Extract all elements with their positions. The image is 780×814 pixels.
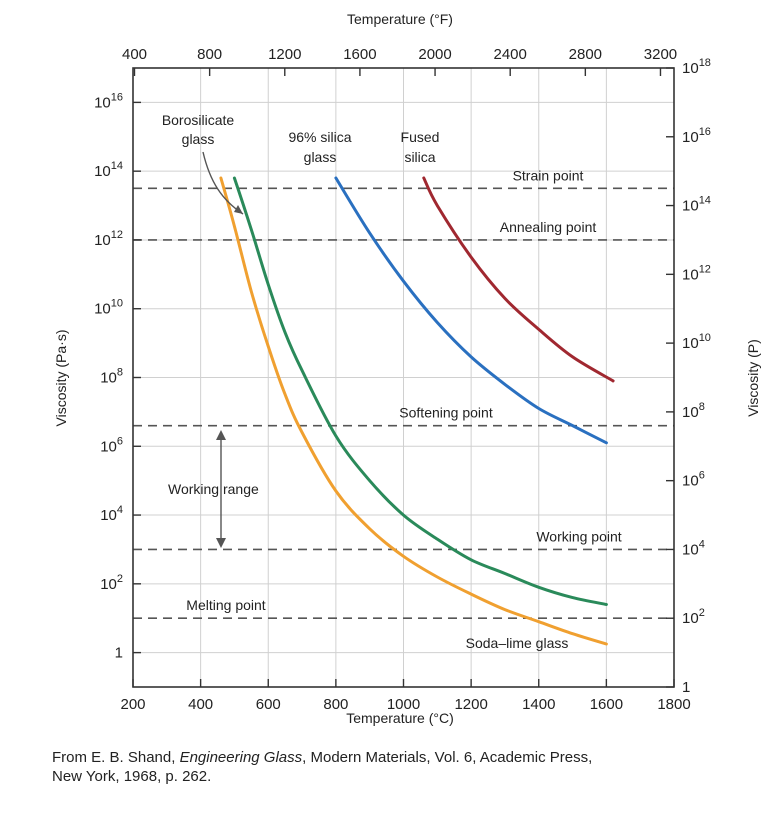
y-tick-label-16: 1016 (94, 91, 123, 111)
y2-tick-label-12: 1012 (682, 263, 711, 283)
fused-silica-label-line2: silica (404, 149, 435, 165)
working-range-arrowhead-bottom (216, 538, 226, 548)
curves (219, 176, 615, 646)
x-tick-label-200: 200 (120, 696, 145, 713)
silica96-label-line2: glass (304, 149, 337, 165)
y-tick-label-6: 106 (100, 435, 123, 455)
borosilicate-label-line1: Borosilicate (162, 112, 235, 128)
x-tick-label-1800: 1800 (657, 696, 690, 713)
working-range-arrowhead-top (216, 430, 226, 440)
y-axis-title: Viscosity (Pa·s) (53, 330, 69, 427)
reference-lines: Strain point Annealing point Softening poi… (133, 167, 674, 620)
melting-point-label: Melting point (186, 597, 265, 613)
y-tick-label-14: 1014 (94, 160, 123, 180)
x2-tick-label-400: 400 (122, 46, 147, 63)
x2-tick-label-2800: 2800 (569, 46, 602, 63)
caption-book-title: Engineering Glass (179, 749, 303, 766)
x2-tick-label-3200: 3200 (644, 46, 677, 63)
x2-tick-label-2000: 2000 (418, 46, 451, 63)
y2-tick-label-14: 1014 (682, 195, 711, 215)
y-tick-label-0: 1 (115, 645, 123, 662)
x2-tick-label-2400: 2400 (494, 46, 527, 63)
y-tick-label-4: 104 (100, 504, 123, 524)
x-axis-title: Temperature (°C) (346, 710, 454, 726)
y2-tick-label-0: 1 (682, 679, 690, 696)
x-tick-label-800: 800 (323, 696, 348, 713)
x-tick-label-1600: 1600 (590, 696, 623, 713)
x-tick-label-400: 400 (188, 696, 213, 713)
x2-tick-label-1200: 1200 (268, 46, 301, 63)
series-96-silica-glass (334, 176, 608, 445)
y2-tick-label-18: 1018 (682, 57, 711, 77)
x2-axis-title: Temperature (°F) (347, 11, 453, 27)
borosilicate-label-line2: glass (182, 131, 215, 147)
y2-tick-label-10: 1010 (682, 332, 711, 352)
y2-tick-label-4: 104 (682, 538, 705, 558)
viscosity-chart: Strain point Annealing point Softening poi… (53, 11, 761, 726)
x-tick-label-1000: 1000 (387, 696, 420, 713)
y-tick-label-12: 1012 (94, 229, 123, 249)
annealing-point-label: Annealing point (500, 219, 597, 235)
y-tick-label-2: 102 (100, 573, 123, 593)
softening-point-label: Softening point (399, 405, 493, 421)
caption-line2: New York, 1968, p. 262. (52, 768, 212, 785)
y-tick-label-10: 1010 (94, 298, 123, 318)
figure-caption: From E. B. Shand, Engineering Glass, Mod… (52, 748, 752, 786)
y2-tick-label-16: 1016 (682, 126, 711, 146)
working-point-label: Working point (536, 528, 621, 544)
working-range-label: Working range (168, 481, 259, 497)
ticks (132, 67, 675, 688)
y-tick-label-8: 108 (100, 367, 123, 387)
y2-tick-label-8: 108 (682, 401, 705, 421)
annotations: Borosilicate glass 96% silica glass Fuse… (162, 112, 569, 651)
y2-axis-title: Viscosity (P) (745, 339, 761, 417)
caption-rest: , Modern Materials, Vol. 6, Academic Pre… (302, 749, 593, 766)
series-soda-lime-glass (219, 176, 608, 646)
x-tick-label-1200: 1200 (454, 696, 487, 713)
fused-silica-label-line1: Fused (401, 129, 440, 145)
series-borosilicate-glass (232, 176, 608, 606)
x-tick-label-600: 600 (256, 696, 281, 713)
x2-tick-label-800: 800 (197, 46, 222, 63)
borosilicate-arrowhead (234, 205, 243, 214)
strain-point-label: Strain point (513, 167, 584, 183)
silica96-label-line1: 96% silica (288, 129, 351, 145)
caption-prefix: From E. B. Shand, (52, 749, 180, 766)
x2-tick-label-1600: 1600 (343, 46, 376, 63)
soda-lime-label: Soda–lime glass (466, 635, 569, 651)
x-tick-label-1400: 1400 (522, 696, 555, 713)
y2-tick-label-6: 106 (682, 470, 705, 490)
y2-tick-label-2: 102 (682, 607, 705, 627)
series-fused-silica (422, 176, 615, 383)
